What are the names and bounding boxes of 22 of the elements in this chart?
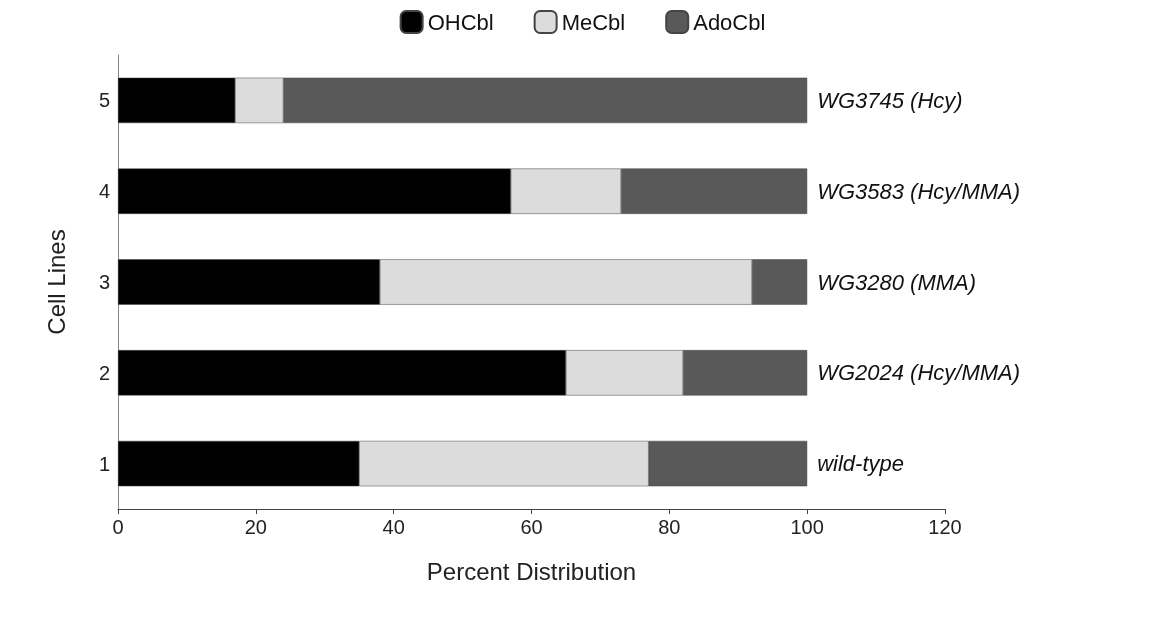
- legend-label: AdoCbl: [693, 9, 766, 35]
- annotation: WG2024 (Hcy/MMA): [817, 360, 1021, 386]
- x-tick-label: 40: [382, 516, 405, 538]
- x-tick-label: 20: [244, 516, 267, 538]
- y-tick-label: 5: [98, 89, 110, 112]
- legend-label: MeCbl: [561, 9, 626, 35]
- y-tick-label: 1: [98, 452, 110, 475]
- x-tick-label: 100: [790, 516, 824, 538]
- y-tick-label: 4: [98, 180, 110, 203]
- annotation: WG3745 (Hcy): [817, 87, 963, 113]
- legend-label: OHCbl: [427, 9, 494, 35]
- annotation: WG3280 (MMA): [817, 269, 977, 295]
- y-axis-title: Cell Lines: [42, 229, 70, 335]
- annotation: WG3583 (Hcy/MMA): [817, 178, 1021, 204]
- x-axis-title: Percent Distribution: [426, 557, 637, 585]
- x-tick-label: 60: [520, 516, 543, 538]
- x-tick-label: 0: [112, 516, 124, 538]
- annotation: wild-type: [817, 451, 904, 477]
- x-tick-label: 120: [928, 516, 962, 538]
- x-tick-label: 80: [658, 516, 681, 538]
- y-tick-label: 3: [98, 271, 110, 293]
- y-tick-label: 2: [98, 361, 110, 384]
